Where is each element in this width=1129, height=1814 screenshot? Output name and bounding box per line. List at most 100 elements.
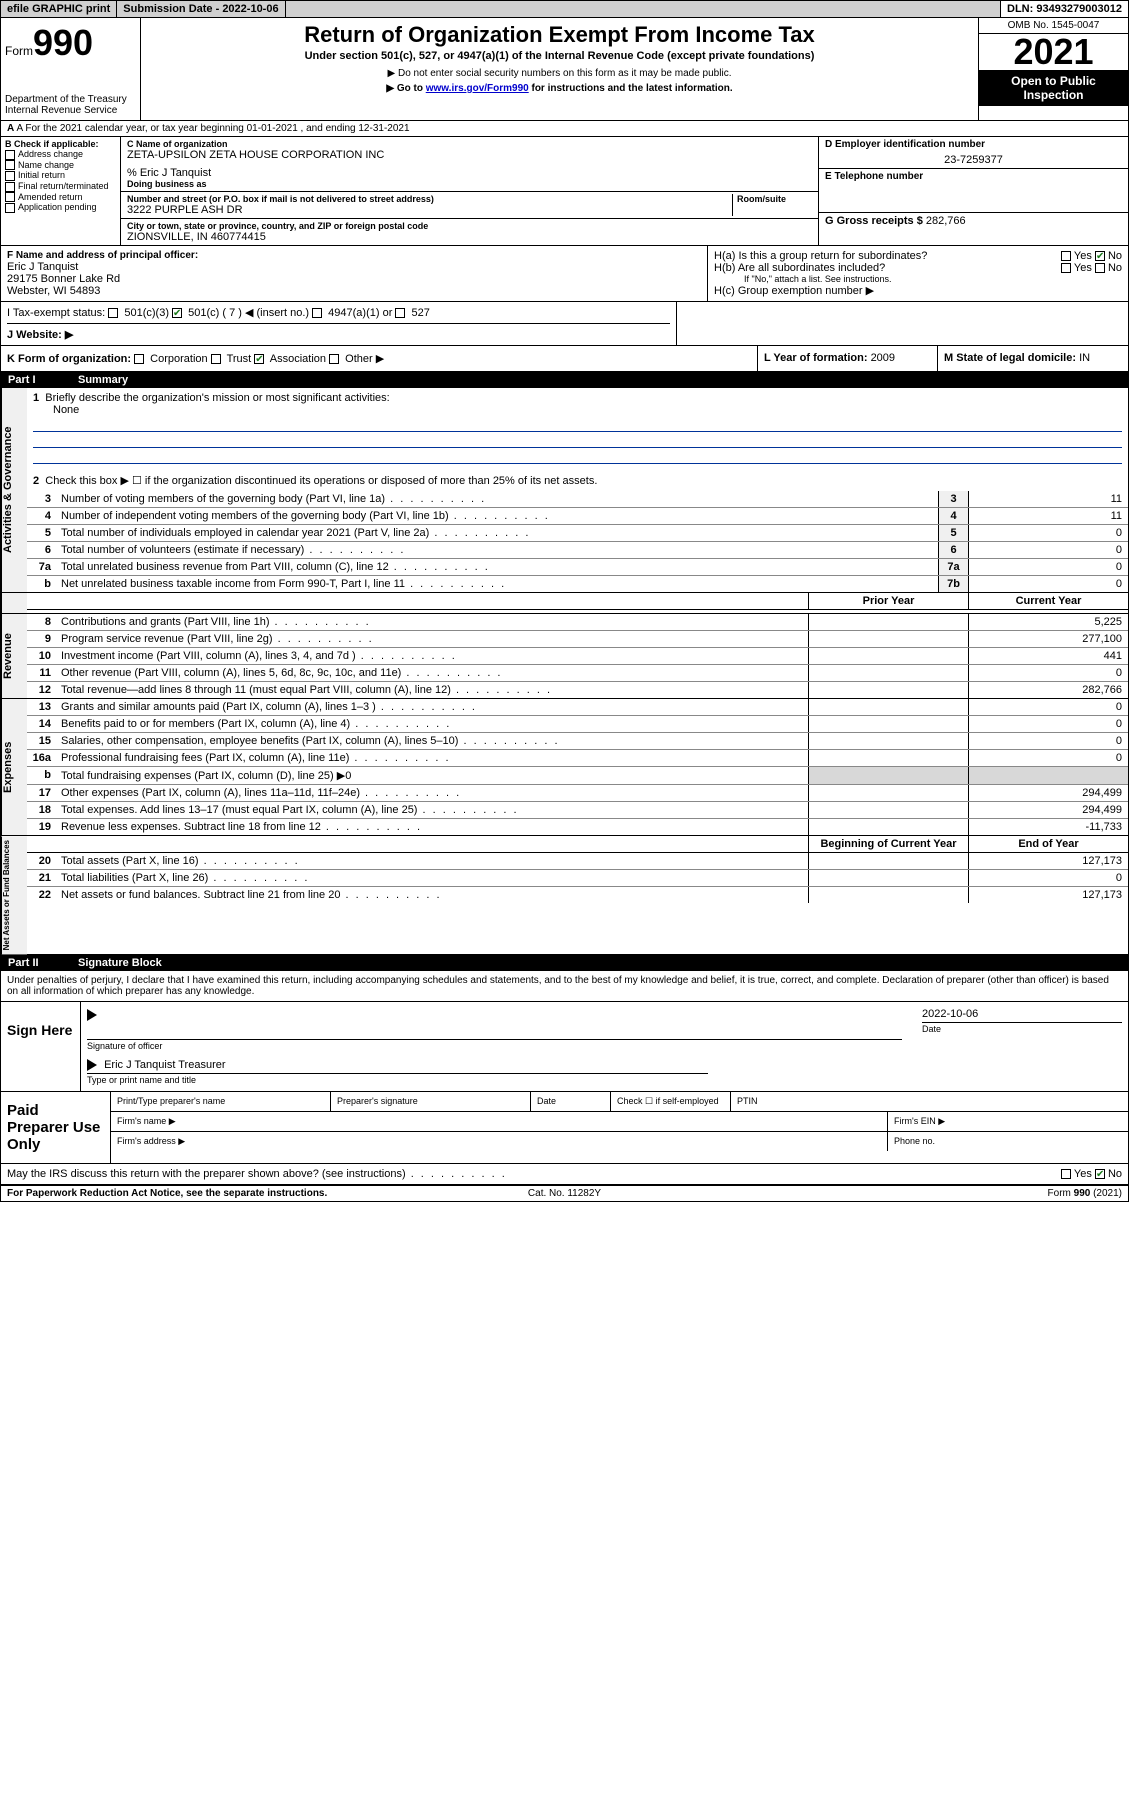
chk-ha-yes[interactable] [1061,251,1071,261]
row-a: A A For the 2021 calendar year, or tax y… [0,121,1129,137]
city-label: City or town, state or province, country… [127,221,812,231]
rev-line-10: 10Investment income (Part VIII, column (… [27,648,1128,665]
chk-address-change[interactable] [5,150,15,160]
efile-button[interactable]: efile GRAPHIC print [1,1,117,17]
form-number: 990 [33,22,93,63]
form-subtitle: Under section 501(c), 527, or 4947(a)(1)… [149,50,970,62]
net-line-22: 22Net assets or fund balances. Subtract … [27,887,1128,903]
part1-title: Summary [78,374,128,386]
part2-title: Signature Block [78,957,162,969]
firm-phone: Phone no. [888,1132,1128,1151]
lbl-initial-return: Initial return [18,170,65,180]
officer-print-name: Eric J Tanquist Treasurer [104,1059,225,1071]
footer-right: Form 990 (2021) [750,1188,1122,1199]
mission-line2 [33,434,1122,448]
chk-assoc[interactable] [254,354,264,364]
block-revenue: Revenue 8Contributions and grants (Part … [0,614,1129,699]
street-label: Number and street (or P.O. box if mail i… [127,194,732,204]
chk-527[interactable] [395,308,405,318]
chk-hb-yes[interactable] [1061,263,1071,273]
opt-4947: 4947(a)(1) or [328,307,392,319]
form-note1: ▶ Do not enter social security numbers o… [149,68,970,79]
discuss-no: No [1108,1168,1122,1180]
mission-line3 [33,450,1122,464]
opt-assoc: Association [270,353,326,365]
care-of: % Eric J Tanquist [127,167,812,179]
chk-4947[interactable] [312,308,322,318]
form-prefix: Form [5,44,33,58]
sig-date-label: Date [922,1022,1122,1034]
tab-expenses: Expenses [1,699,27,835]
opt-trust: Trust [227,353,252,365]
f-label: F Name and address of principal officer: [7,250,701,261]
exp-line-14: 14Benefits paid to or for members (Part … [27,716,1128,733]
net-line-20: 20Total assets (Part X, line 16)127,173 [27,853,1128,870]
tab-blank [1,593,27,613]
box-b: B Check if applicable: Address change Na… [1,137,121,245]
note2-pre: ▶ Go to [386,83,425,94]
block-expenses: Expenses 13Grants and similar amounts pa… [0,699,1129,836]
opt-other: Other ▶ [345,353,384,365]
chk-ha-no[interactable] [1095,251,1105,261]
header-right: OMB No. 1545-0047 2021 Open to Public In… [978,18,1128,120]
form990-link[interactable]: www.irs.gov/Form990 [426,83,529,94]
gross-value: 282,766 [926,215,966,227]
l-value: 2009 [871,352,895,364]
sig-arrow-icon [87,1009,97,1021]
header-left: Form990 Department of the Treasury Inter… [1,18,141,120]
city: ZIONSVILLE, IN 460774415 [127,231,812,243]
chk-corp[interactable] [134,354,144,364]
chk-initial-return[interactable] [5,171,15,181]
dln: DLN: 93493279003012 [1001,1,1128,17]
footer: For Paperwork Reduction Act Notice, see … [0,1185,1129,1202]
section-klm: K Form of organization: Corporation Trus… [0,346,1129,372]
chk-app-pending[interactable] [5,203,15,213]
discuss-yes: Yes [1074,1168,1092,1180]
prep-sig-h: Preparer's signature [331,1092,531,1111]
org-name: ZETA-UPSILON ZETA HOUSE CORPORATION INC [127,149,812,161]
tab-revenue: Revenue [1,614,27,698]
opt-501c: 501(c) ( 7 ) ◀ (insert no.) [188,307,309,319]
m-label: M State of legal domicile: [944,352,1079,364]
exp-line-18: 18Total expenses. Add lines 13–17 (must … [27,802,1128,819]
h-note: If "No," attach a list. See instructions… [714,274,1122,284]
sign-here-label: Sign Here [1,1002,81,1090]
chk-trust[interactable] [211,354,221,364]
line2-desc: Check this box ▶ ☐ if the organization d… [45,475,597,487]
m-value: IN [1079,352,1090,364]
chk-final-return[interactable] [5,182,15,192]
line1-value: None [53,404,1122,416]
chk-other[interactable] [329,354,339,364]
part2-header: Part II Signature Block [0,955,1129,971]
chk-name-change[interactable] [5,160,15,170]
head-prior: Prior Year [808,593,968,609]
block-net-header: Net Assets or Fund Balances Beginning of… [0,836,1129,955]
chk-501c3[interactable] [108,308,118,318]
opt-527: 527 [412,307,430,319]
lbl-amended: Amended return [18,192,83,202]
row-j: J Website: ▶ [7,323,670,341]
mission-line1 [33,418,1122,432]
prep-date-h: Date [531,1092,611,1111]
part1-header: Part I Summary [0,372,1129,388]
chk-amended[interactable] [5,192,15,202]
top-bar: efile GRAPHIC print Submission Date - 20… [0,0,1129,18]
chk-501c[interactable] [172,308,182,318]
lbl-app-pending: Application pending [18,202,97,212]
may-discuss-row: May the IRS discuss this return with the… [0,1164,1129,1185]
box-f: F Name and address of principal officer:… [1,246,708,301]
exp-line-15: 15Salaries, other compensation, employee… [27,733,1128,750]
paid-block: Paid Preparer Use Only Print/Type prepar… [0,1092,1129,1164]
col-header: Prior Year Current Year [27,593,1128,610]
gross-label: G Gross receipts $ [825,215,926,227]
form-header: Form990 Department of the Treasury Inter… [0,18,1129,121]
tax-year: 2021 [979,34,1128,70]
chk-discuss-yes[interactable] [1061,1169,1071,1179]
sig-date: 2022-10-06 [922,1008,1122,1020]
chk-hb-no[interactable] [1095,263,1105,273]
line-6: 6Total number of volunteers (estimate if… [27,542,1128,559]
chk-discuss-no[interactable] [1095,1169,1105,1179]
prep-name-h: Print/Type preparer's name [111,1092,331,1111]
exp-line-13: 13Grants and similar amounts paid (Part … [27,699,1128,716]
lbl-no2: No [1108,262,1122,274]
